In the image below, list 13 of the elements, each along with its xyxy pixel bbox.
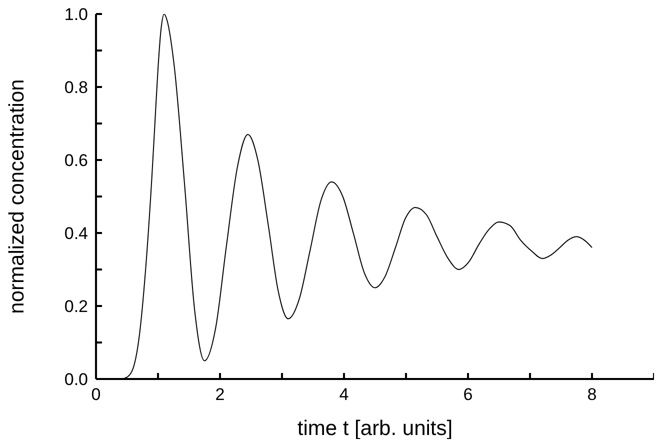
x-tick-label: 0 bbox=[91, 385, 101, 404]
y-tick-label: 0.8 bbox=[64, 78, 88, 97]
y-tick-label: 0.6 bbox=[64, 151, 88, 170]
y-tick-label: 0.4 bbox=[64, 224, 88, 243]
y-tick-label: 0.0 bbox=[64, 370, 88, 389]
x-axis-title: time t [arb. units] bbox=[297, 417, 453, 440]
y-tick-label: 1.0 bbox=[64, 5, 88, 24]
x-tick-label: 6 bbox=[463, 385, 473, 404]
y-axis-title: normalized concentration bbox=[5, 79, 28, 314]
x-tick-label: 4 bbox=[339, 385, 349, 404]
x-tick-label: 8 bbox=[587, 385, 597, 404]
y-tick-label: 0.2 bbox=[64, 297, 88, 316]
x-tick-label: 2 bbox=[215, 385, 225, 404]
